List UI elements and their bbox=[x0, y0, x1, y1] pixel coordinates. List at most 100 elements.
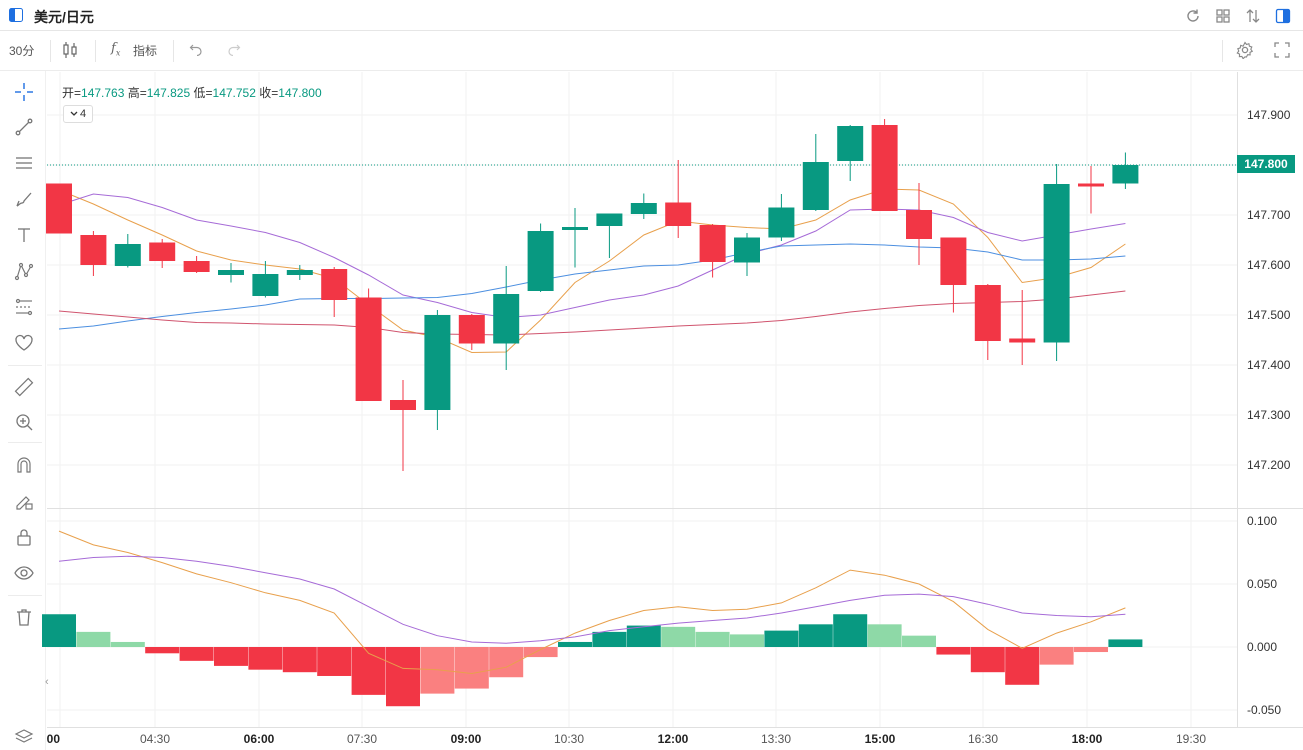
x-axis-tick-label: 04:30 bbox=[140, 732, 170, 746]
undo-icon[interactable] bbox=[189, 42, 203, 59]
x-axis-tick-label: 19:30 bbox=[1176, 732, 1206, 746]
candle-body bbox=[906, 210, 932, 239]
lock-icon[interactable] bbox=[13, 526, 35, 548]
crosshair-icon[interactable] bbox=[13, 81, 35, 103]
title-bar: 美元/日元 bbox=[0, 0, 1303, 31]
open-label: 开= bbox=[62, 86, 82, 100]
macd-hist-bar bbox=[626, 625, 661, 647]
candle-body bbox=[1009, 338, 1036, 343]
candle-body bbox=[183, 261, 210, 272]
macd-hist-bar bbox=[1108, 639, 1143, 647]
macd-hist-bar bbox=[867, 624, 902, 647]
candle-body bbox=[527, 231, 554, 291]
pattern-icon[interactable] bbox=[13, 260, 35, 282]
y-axis-tick-label: 147.500 bbox=[1247, 308, 1291, 322]
macd-hist-bar bbox=[936, 647, 971, 655]
y-axis-tick-label: 147.600 bbox=[1247, 258, 1291, 272]
x-axis-tick-label: 18:00 bbox=[1072, 732, 1103, 746]
macd-hist-bar bbox=[1074, 647, 1108, 653]
macd-hist-bar bbox=[454, 647, 489, 689]
x-axis-tick-label: 07:30 bbox=[347, 732, 377, 746]
macd-hist-bar bbox=[214, 647, 248, 666]
toolbar-divider bbox=[8, 365, 42, 366]
magnet-icon[interactable] bbox=[13, 454, 35, 476]
candle-body bbox=[458, 315, 485, 344]
indicator-count: 4 bbox=[79, 108, 87, 120]
panel-icon[interactable] bbox=[1273, 6, 1293, 26]
macd-y-tick-label: 0.100 bbox=[1247, 514, 1277, 528]
redo-icon[interactable] bbox=[227, 42, 241, 59]
parallel-icon[interactable] bbox=[13, 152, 35, 174]
close-value: 147.800 bbox=[278, 86, 322, 100]
candle-body bbox=[355, 297, 382, 401]
macd-dea-line bbox=[58, 555, 1126, 644]
macd-hist-bar bbox=[317, 647, 352, 676]
macd-hist-bar bbox=[1005, 647, 1040, 685]
line-icon[interactable] bbox=[13, 116, 35, 138]
chart-title: 美元/日元 bbox=[34, 9, 94, 25]
macd-dif-line bbox=[58, 530, 1126, 675]
high-label: 高= bbox=[127, 86, 147, 100]
candle-body bbox=[871, 125, 898, 211]
macd-y-tick-label: 0.000 bbox=[1247, 640, 1277, 654]
zoom-icon[interactable] bbox=[13, 411, 35, 433]
toolbar-divider bbox=[8, 442, 42, 443]
toolbar-divider bbox=[95, 40, 96, 62]
refresh-icon[interactable] bbox=[1183, 6, 1203, 26]
close-label: 收= bbox=[259, 86, 279, 100]
x-axis-tick-label: 16:30 bbox=[968, 732, 998, 746]
x-axis-tick-label: 15:00 bbox=[865, 732, 896, 746]
last-price-label: 147.800 bbox=[1237, 155, 1295, 173]
candle-body bbox=[1043, 184, 1070, 343]
candle-body bbox=[1078, 183, 1104, 187]
macd-hist-bar bbox=[76, 631, 111, 647]
favorite-icon[interactable] bbox=[13, 332, 35, 354]
x-axis-tick-label: 10:30 bbox=[554, 732, 584, 746]
macd-hist-bar bbox=[730, 634, 764, 647]
high-value: 147.825 bbox=[146, 86, 191, 100]
y-axis-tick-label: 147.200 bbox=[1247, 458, 1291, 472]
pencil-lock-icon[interactable] bbox=[13, 490, 35, 512]
layers-icon[interactable] bbox=[13, 726, 35, 748]
candle-body bbox=[940, 237, 967, 285]
macd-hist-bar bbox=[902, 635, 936, 647]
candle-body bbox=[390, 400, 416, 410]
chevron-down-icon bbox=[70, 111, 78, 116]
candle-type-icon[interactable] bbox=[62, 41, 78, 62]
collapse-toolbar-icon[interactable]: ‹ bbox=[45, 676, 49, 688]
macd-y-tick-label: -0.050 bbox=[1247, 703, 1281, 717]
macd-hist-bar bbox=[351, 647, 386, 695]
candle-body bbox=[630, 203, 657, 214]
indicator-fx-icon[interactable]: fx bbox=[111, 41, 121, 58]
eye-icon[interactable] bbox=[13, 562, 35, 584]
candle-body bbox=[699, 225, 726, 262]
ma-line-ma60 bbox=[58, 290, 1126, 336]
x-axis-tick-label: 09:00 bbox=[451, 732, 482, 746]
sort-icon[interactable] bbox=[1243, 6, 1263, 26]
macd-hist-bar bbox=[179, 647, 214, 661]
candle-body bbox=[218, 270, 244, 275]
indicator-count-toggle[interactable]: 4 bbox=[63, 105, 93, 123]
candle-body bbox=[424, 315, 451, 410]
macd-hist-bar bbox=[110, 641, 145, 647]
settings-gear-icon[interactable] bbox=[1236, 41, 1254, 62]
candle-body bbox=[562, 227, 588, 230]
grid-icon[interactable] bbox=[1213, 6, 1233, 26]
candle-body bbox=[46, 183, 72, 234]
macd-hist-bar bbox=[661, 626, 696, 647]
candle-body bbox=[149, 242, 176, 261]
indicator-button[interactable]: 指标 bbox=[133, 44, 158, 58]
fib-icon[interactable] bbox=[13, 296, 35, 318]
ruler-icon[interactable] bbox=[13, 376, 35, 398]
chart-toolbar: 30分 fx 指标 bbox=[0, 31, 1303, 71]
x-axis-tick-label: 00 bbox=[47, 732, 61, 746]
drawing-toolbar bbox=[0, 71, 46, 750]
fullscreen-icon[interactable] bbox=[1274, 42, 1290, 61]
brush-icon[interactable] bbox=[13, 188, 35, 210]
interval-selector[interactable]: 30分 bbox=[9, 44, 35, 58]
candle-body bbox=[768, 207, 795, 238]
toolbar-divider bbox=[173, 40, 174, 62]
text-icon[interactable] bbox=[13, 224, 35, 246]
trash-icon[interactable] bbox=[13, 606, 35, 628]
